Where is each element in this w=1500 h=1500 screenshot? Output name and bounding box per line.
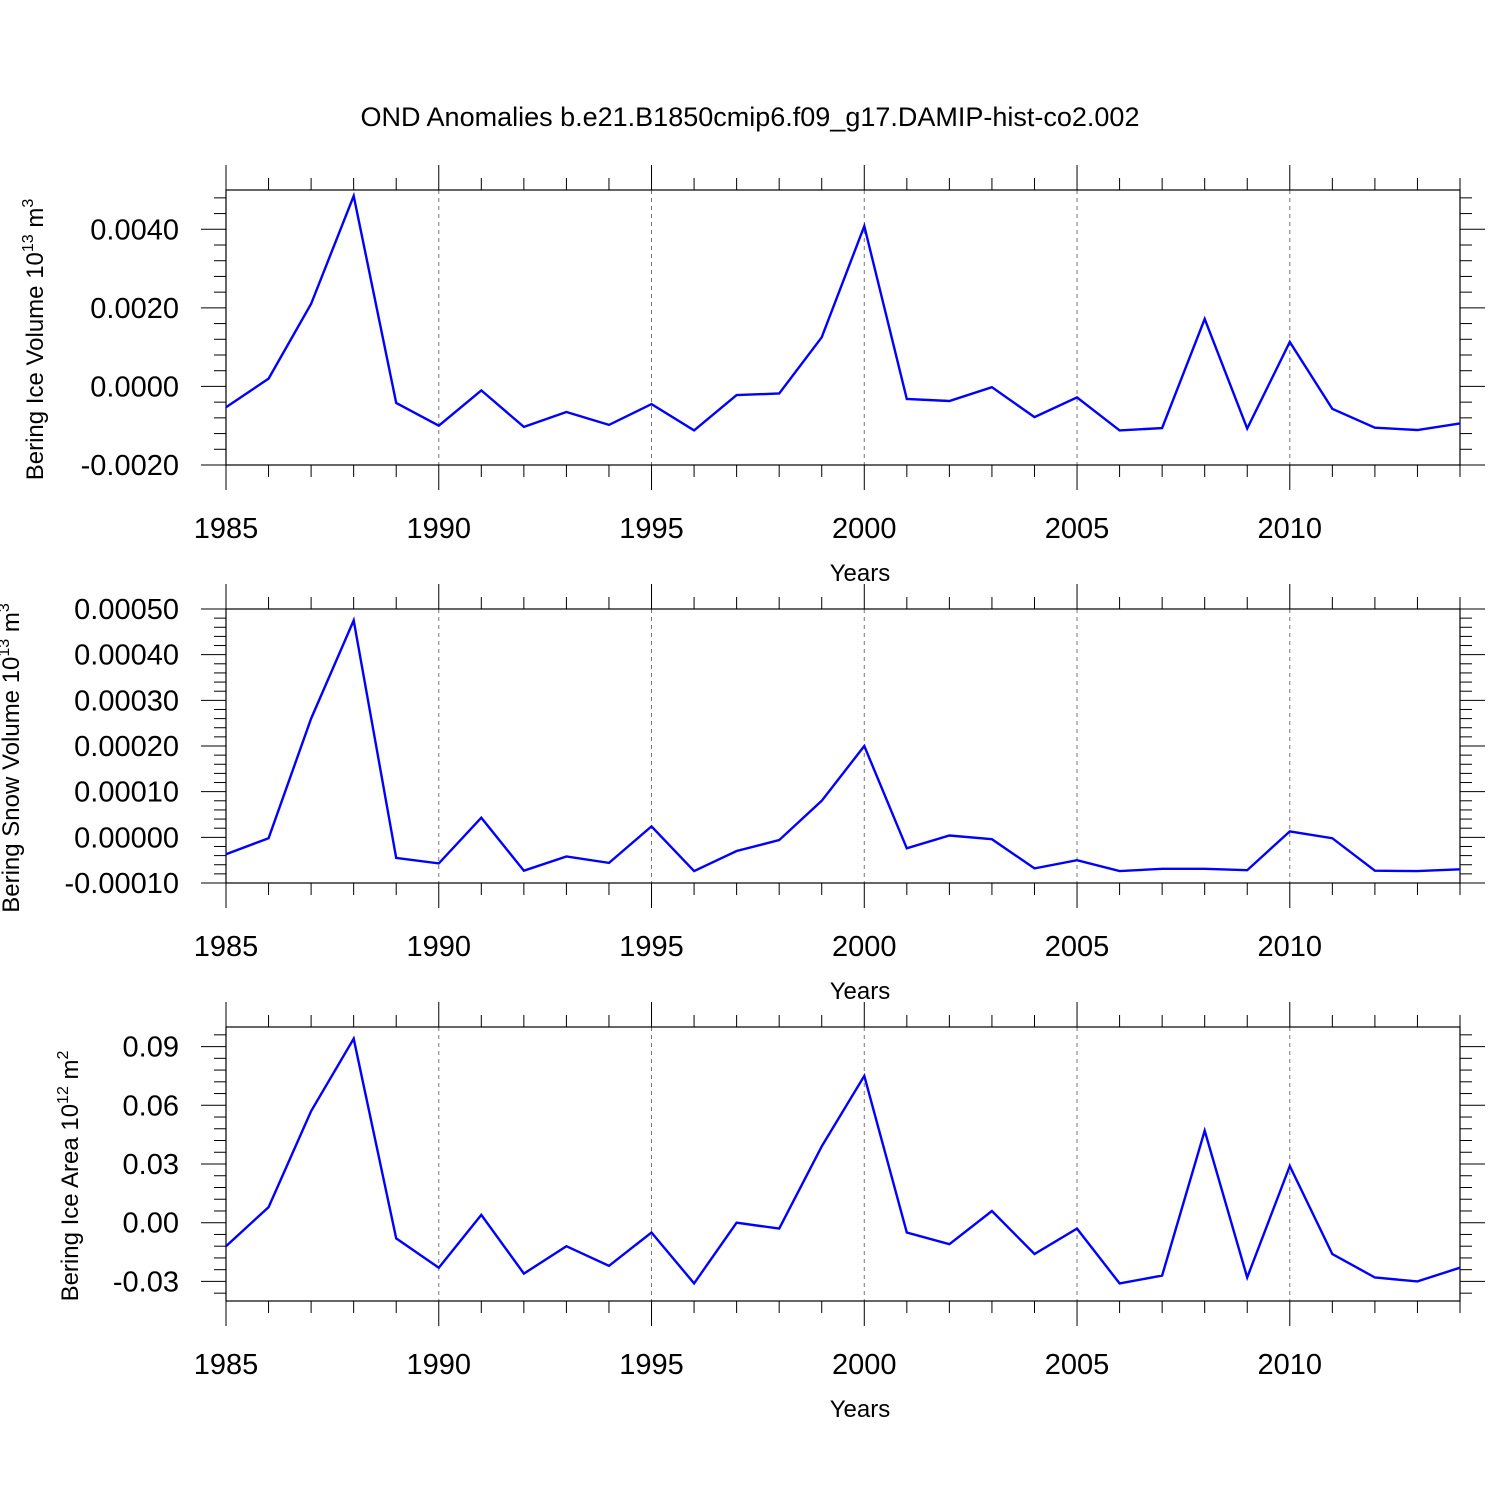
- y-axis-label-unit: m: [57, 1059, 84, 1086]
- y-tick-label: 0.0020: [90, 293, 179, 325]
- x-tick-label: 2005: [1045, 1349, 1110, 1381]
- x-tick-label: 2010: [1258, 513, 1323, 545]
- y-tick-label: 0.00010: [74, 777, 179, 809]
- x-axis-label: Years: [830, 560, 891, 587]
- y-tick-label: 0.00040: [74, 640, 179, 672]
- y-tick-label: 0.00000: [74, 822, 179, 854]
- y-axis-label-text: Bering Snow Volume 10: [0, 657, 25, 913]
- y-tick-label: -0.0020: [81, 450, 179, 482]
- y-axis-label-exponent: 13: [20, 234, 37, 252]
- x-tick-label: 1985: [194, 513, 259, 545]
- x-tick-label: 1995: [619, 931, 684, 963]
- x-tick-label: 2005: [1045, 931, 1110, 963]
- x-axis-label: Years: [830, 978, 891, 1005]
- y-axis-label-unit-exponent: 2: [55, 1050, 72, 1059]
- y-tick-label: 0.06: [123, 1090, 179, 1122]
- y-tick-label: 0.09: [123, 1032, 179, 1064]
- y-axis-label-unit: m: [0, 612, 25, 639]
- y-tick-label: 0.00050: [74, 594, 179, 626]
- y-axis-label: Bering Snow Volume 1013 m3: [0, 603, 25, 913]
- y-axis-label-unit-exponent: 3: [0, 603, 13, 612]
- x-tick-label: 1990: [407, 1349, 472, 1381]
- x-tick-label: 1995: [619, 1349, 684, 1381]
- y-tick-label: 0.00020: [74, 731, 179, 763]
- x-tick-label: 2000: [832, 1349, 897, 1381]
- y-tick-label: -0.03: [113, 1266, 179, 1298]
- y-tick-label: 0.0000: [90, 371, 179, 403]
- x-tick-label: 1985: [194, 931, 259, 963]
- x-tick-label: 2010: [1258, 931, 1323, 963]
- y-axis-label-text: Bering Ice Volume 10: [22, 252, 49, 480]
- y-tick-label: 0.0040: [90, 214, 179, 246]
- series-line: [225, 191, 1461, 432]
- chart-panel-2: -0.00010 0.00000 0.00010 0.00020 0.00030 0.00…: [0, 584, 1485, 1005]
- figure-title: OND Anomalies b.e21.B1850cmip6.f09_g17.D…: [361, 102, 1140, 132]
- x-tick-label: 2000: [832, 513, 897, 545]
- y-axis-label-text: Bering Ice Area 10: [57, 1104, 84, 1301]
- chart-panels: -0.0020 0.0000 0.0020 0.0040 1985 1990 1995 200…: [0, 165, 1485, 1423]
- y-axis-label: Bering Ice Area 1012 m2: [55, 1050, 84, 1301]
- y-axis-label-unit: m: [22, 208, 49, 235]
- y-tick-label: 0.00030: [74, 685, 179, 717]
- y-tick-label: -0.00010: [65, 868, 180, 900]
- plot-frame: [225, 189, 1461, 466]
- x-tick-label: 1995: [619, 513, 684, 545]
- x-tick-label: 1985: [194, 1349, 259, 1381]
- y-axis-label-exponent: 12: [55, 1086, 72, 1104]
- x-tick-label: 2010: [1258, 1349, 1323, 1381]
- x-tick-label: 2000: [832, 931, 897, 963]
- series-line: [225, 1035, 1461, 1286]
- chart-panel-1: -0.0020 0.0000 0.0020 0.0040 1985 1990 1995 200…: [20, 165, 1485, 587]
- y-axis-label: Bering Ice Volume 1013 m3: [20, 199, 49, 481]
- chart-panel-3: -0.03 0.00 0.03 0.06 0.09 1985 1990 1995 2000 200…: [55, 1002, 1485, 1423]
- y-axis-label-exponent: 13: [0, 639, 13, 657]
- series-line: [225, 616, 1461, 873]
- x-tick-label: 2005: [1045, 513, 1110, 545]
- x-tick-label: 1990: [407, 931, 472, 963]
- x-axis-label: Years: [830, 1396, 891, 1423]
- x-tick-label: 1990: [407, 513, 472, 545]
- y-tick-label: 0.03: [123, 1149, 179, 1181]
- y-tick-label: 0.00: [123, 1208, 179, 1240]
- y-axis-label-unit-exponent: 3: [20, 199, 37, 208]
